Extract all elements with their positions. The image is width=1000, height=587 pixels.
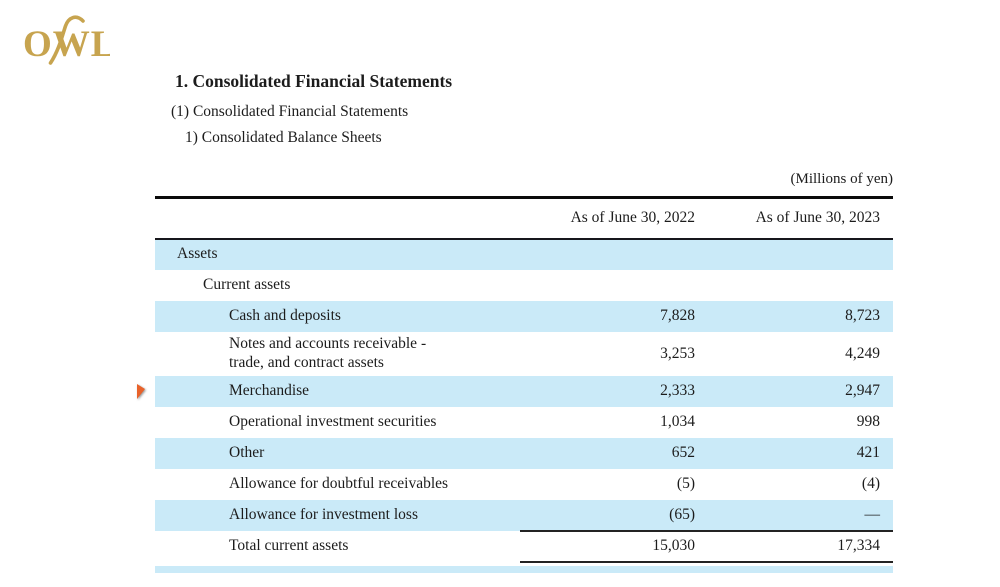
subsection-heading: 1) Consolidated Balance Sheets <box>185 129 382 146</box>
row-label: Allowance for investment loss <box>155 499 520 531</box>
table-row: Total current assets 15,030 17,334 <box>155 529 893 563</box>
row-value-2022: 2,333 <box>520 375 705 407</box>
row-value-2023: (4) <box>861 475 880 492</box>
table-row: Assets <box>155 238 893 270</box>
row-label: Current assets <box>203 275 291 293</box>
row-value-2022 <box>520 238 705 270</box>
unit-note: (Millions of yen) <box>790 171 894 187</box>
row-label: Merchandise <box>155 375 520 407</box>
row-label: Cash and deposits <box>155 300 520 332</box>
cursor-artifact <box>137 384 145 399</box>
row-value-2022: 3,253 <box>660 344 695 362</box>
balance-sheet-table: As of June 30, 2022 As of June 30, 2023 … <box>155 196 893 563</box>
row-value-2023 <box>705 238 893 270</box>
row-value-2022 <box>520 270 705 301</box>
column-header-2023: As of June 30, 2023 <box>705 197 893 240</box>
section-heading: (1) Consolidated Financial Statements <box>171 103 409 120</box>
row-label: Total current assets <box>229 536 349 554</box>
row-value-2023: 8,723 <box>705 300 893 332</box>
logo-text: OWL <box>23 24 110 65</box>
row-label: Operational investment securities <box>229 412 437 430</box>
row-value-2022: 652 <box>520 437 705 469</box>
row-value-2023: 17,334 <box>705 529 893 563</box>
table-body: Assets Current assets Cash and deposits … <box>155 238 893 563</box>
row-value-2022: (65) <box>520 499 705 531</box>
table-row: Allowance for investment loss (65) — <box>155 499 893 531</box>
table-row: Current assets <box>155 270 893 301</box>
row-value-2022: 1,034 <box>660 413 695 430</box>
logo-swoosh-icon <box>48 15 85 65</box>
row-label: Notes and accounts receivable - trade, a… <box>229 334 427 371</box>
table-row: Operational investment securities 1,034 … <box>155 407 893 438</box>
owl-logo-icon: OWL <box>23 15 110 65</box>
row-label: Assets <box>155 238 520 270</box>
column-header-2022: As of June 30, 2022 <box>520 197 705 240</box>
row-label: Allowance for doubtful receivables <box>229 474 449 492</box>
row-value-2022: 7,828 <box>520 300 705 332</box>
row-value-2023: 998 <box>856 413 880 430</box>
table-header-row: As of June 30, 2022 As of June 30, 2023 <box>155 197 893 240</box>
table-row: Cash and deposits 7,828 8,723 <box>155 300 893 332</box>
table-row: Notes and accounts receivable - trade, a… <box>155 332 893 376</box>
table-row: Merchandise 2,333 2,947 <box>155 375 893 407</box>
row-value-2023: — <box>705 499 893 531</box>
row-value-2023: 421 <box>705 437 893 469</box>
row-value-2022: (5) <box>676 475 695 492</box>
table-row: Other 652 421 <box>155 437 893 469</box>
column-header-empty <box>155 197 520 240</box>
row-label: Other <box>155 437 520 469</box>
next-row-sliver <box>155 566 893 573</box>
page-title: 1. Consolidated Financial Statements <box>175 71 453 91</box>
row-value-2022: 15,030 <box>520 529 705 563</box>
table-row: Allowance for doubtful receivables (5) (… <box>155 469 893 500</box>
row-value-2023 <box>705 270 893 301</box>
row-value-2023: 2,947 <box>705 375 893 407</box>
row-value-2023: 4,249 <box>845 344 880 362</box>
owl-logo: OWL <box>22 13 110 71</box>
